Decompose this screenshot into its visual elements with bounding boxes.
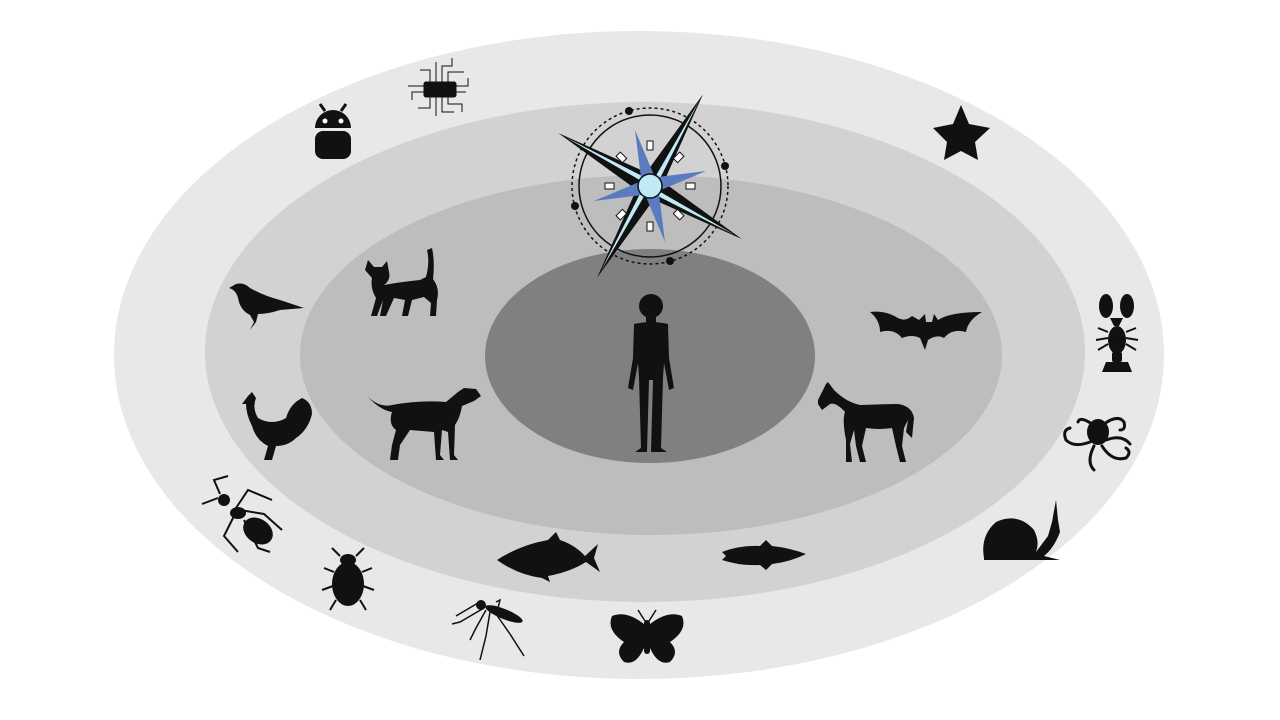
tuna-icon [497,532,600,582]
cat-icon [365,248,438,316]
snail-icon [983,500,1060,560]
star-icon [933,105,990,160]
trout-icon [722,540,806,570]
lobster-icon [1095,294,1139,372]
bird-icon [229,283,304,330]
beetle-icon [321,547,375,611]
compass-rose-icon [558,94,742,278]
horse-icon [818,382,914,462]
ant-icon [201,475,283,553]
bat-icon [870,311,982,350]
octopus-icon [1063,417,1132,472]
dog-icon [368,388,481,460]
rooster-icon [242,392,312,460]
butterfly-icon [610,609,684,663]
mosquito-icon [451,598,525,661]
microchip-icon [408,58,469,116]
android-robot-icon [315,103,351,159]
